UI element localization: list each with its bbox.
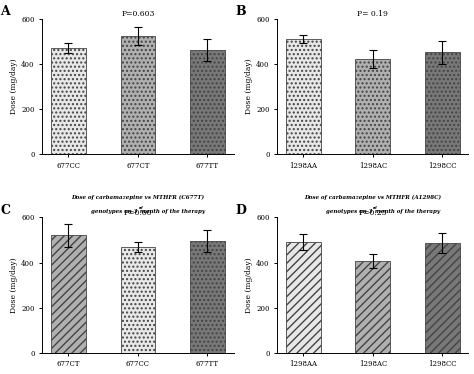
Title: P= 0.19: P= 0.19 [357, 10, 388, 18]
Text: rd: rd [138, 206, 143, 210]
Y-axis label: Dose (mg/day): Dose (mg/day) [245, 257, 253, 313]
Text: A: A [0, 5, 10, 18]
Bar [356, 261, 390, 353]
Text: rd: rd [373, 206, 378, 210]
Bar [120, 247, 155, 353]
Text: B: B [235, 5, 246, 18]
Bar [120, 36, 155, 154]
Text: genotypes on 3: genotypes on 3 [326, 209, 373, 215]
Bar [425, 52, 460, 154]
Text: month of the therapy: month of the therapy [138, 209, 205, 215]
Bar [190, 241, 225, 353]
Bar [356, 59, 390, 154]
Text: Dose of carbamazepine vs MTHFR (C677T): Dose of carbamazepine vs MTHFR (C677T) [72, 194, 204, 200]
Bar [286, 242, 321, 353]
Text: D: D [235, 204, 246, 217]
Y-axis label: Dose (mg/day): Dose (mg/day) [245, 58, 253, 114]
Bar [286, 39, 321, 154]
Bar [51, 236, 86, 353]
Text: genotypes on 3: genotypes on 3 [91, 209, 138, 215]
Title: P=0.60: P=0.60 [124, 209, 152, 217]
Text: C: C [0, 204, 10, 217]
Text: Dose of carbamazepine vs MTHFR (A1298C): Dose of carbamazepine vs MTHFR (A1298C) [304, 194, 441, 200]
Y-axis label: Dose (mg/day): Dose (mg/day) [10, 58, 18, 114]
Title: P=0.603: P=0.603 [121, 10, 155, 18]
Bar [51, 48, 86, 154]
Bar [425, 243, 460, 353]
Y-axis label: Dose (mg/day): Dose (mg/day) [10, 257, 18, 313]
Text: month of the therapy: month of the therapy [373, 209, 440, 215]
Title: P=0.25: P=0.25 [358, 209, 387, 217]
Bar [190, 50, 225, 154]
